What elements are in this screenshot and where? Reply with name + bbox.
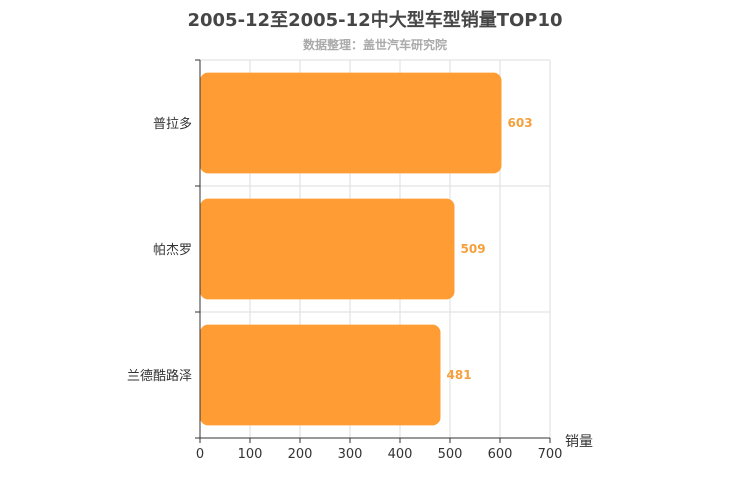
chart-subtitle: 数据整理：盖世汽车研究院: [302, 38, 447, 52]
x-tick-label: 200: [288, 447, 313, 462]
bar: [200, 198, 455, 300]
category-label: 帕杰罗: [153, 243, 192, 258]
x-tick-label: 500: [438, 447, 463, 462]
x-tick-label: 700: [538, 447, 563, 462]
category-label: 兰德酷路泽: [127, 368, 192, 384]
x-tick-label: 300: [338, 447, 363, 462]
x-tick-label: 400: [388, 447, 413, 462]
category-label: 普拉多: [153, 116, 192, 132]
data-label: 509: [461, 242, 486, 256]
data-label: 481: [447, 368, 472, 382]
bar: [200, 324, 441, 426]
x-tick-label: 0: [196, 447, 204, 462]
x-axis-title: 销量: [565, 434, 593, 450]
x-tick-label: 100: [238, 447, 263, 462]
x-tick-label: 600: [488, 447, 513, 462]
bars: [200, 72, 502, 426]
value-labels: 603 509 481: [447, 116, 533, 382]
bar: [200, 72, 502, 174]
chart-title: 2005-12至2005-12中大型车型销量TOP10: [187, 10, 563, 31]
data-label: 603: [508, 116, 533, 130]
